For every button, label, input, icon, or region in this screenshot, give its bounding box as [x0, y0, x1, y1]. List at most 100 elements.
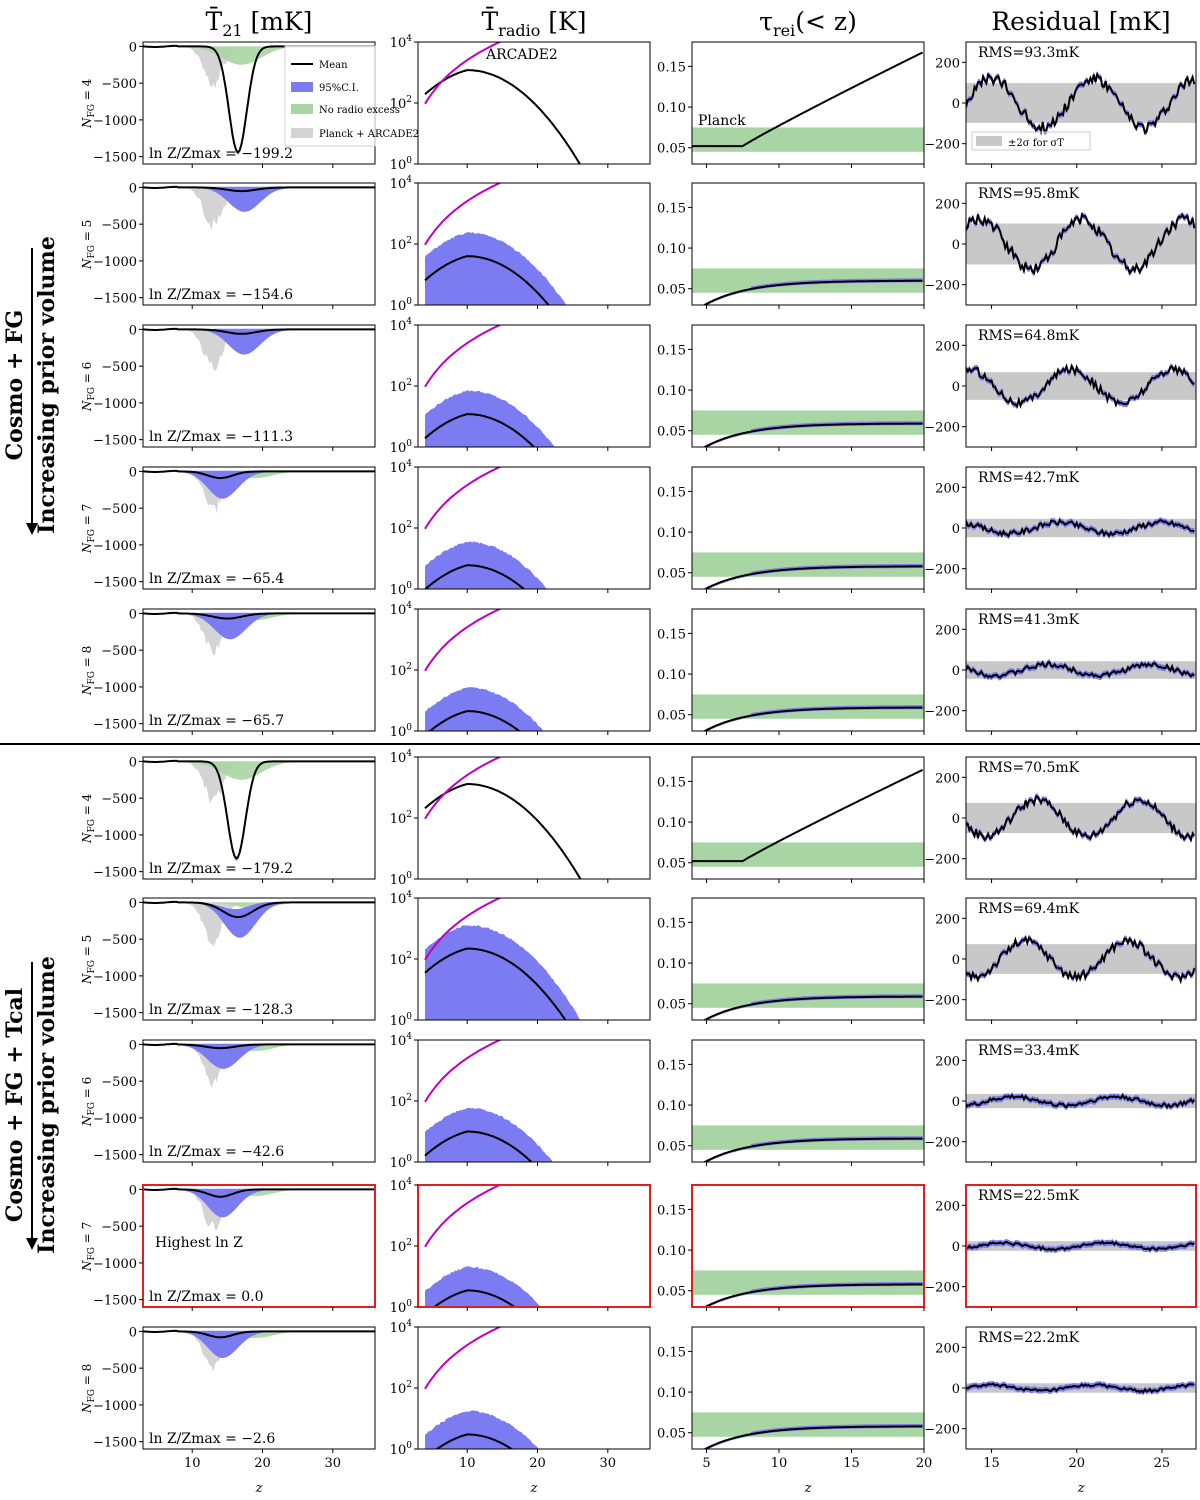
- mean-line: [424, 255, 550, 305]
- y-tick-label: 0.10: [657, 526, 686, 541]
- y-tick-label: 102: [390, 520, 412, 537]
- y-tick-label: −200: [924, 279, 960, 294]
- nfg-N: N: [80, 1260, 94, 1272]
- mean-line: [966, 1093, 1196, 1110]
- lnz-label: ln Z/Zmax = −199.2: [149, 146, 293, 162]
- tick-base: 10: [390, 1156, 407, 1171]
- y-tick-label: 0.10: [657, 1099, 686, 1114]
- nfg-sub: FG: [87, 104, 97, 117]
- mean-line: [143, 1329, 375, 1339]
- y-tick-label: 0.15: [657, 1345, 686, 1360]
- mean-line: [966, 1382, 1195, 1394]
- nfg-sub: FG: [87, 1247, 97, 1260]
- tau-frame: [691, 897, 925, 1021]
- no-radio-region: [143, 761, 375, 780]
- tick-base: 10: [390, 299, 407, 314]
- column-title: T̄21 [mK]: [206, 7, 313, 40]
- mean-line: [966, 1240, 1195, 1252]
- highest-lnz-label: Highest ln Z: [155, 1235, 243, 1251]
- ci-band: [425, 925, 581, 1020]
- tick-exp: 2: [406, 1093, 412, 1103]
- mean-line: [424, 947, 567, 1020]
- mean-line: [424, 564, 526, 589]
- nfg-sub: FG: [87, 819, 97, 832]
- mean-line: [703, 565, 923, 589]
- mean-line: [424, 1130, 533, 1162]
- tradio-panel: [424, 325, 555, 447]
- y-tick-label: 0.15: [657, 627, 686, 642]
- planck-arcade-region: [143, 902, 375, 947]
- mean-line: [424, 783, 582, 879]
- title-main: T̄: [481, 7, 498, 36]
- mean-line: [692, 51, 924, 148]
- y-tick-label: −1500: [93, 1294, 137, 1309]
- y-tick-label: 200: [935, 1054, 960, 1069]
- y-tick-label: −1000: [93, 1257, 137, 1272]
- nfg-N: N: [80, 1402, 94, 1414]
- t21-panel: [143, 1042, 375, 1089]
- tick-base: 10: [390, 158, 407, 173]
- y-tick-label: 100: [390, 1012, 413, 1029]
- tick-exp: 4: [406, 1032, 412, 1042]
- y-tick-label: −1500: [93, 718, 137, 733]
- ci-band: [425, 541, 548, 589]
- tick-exp: 0: [406, 723, 412, 733]
- residual-panel: [966, 1092, 1196, 1111]
- tick-exp: 4: [406, 459, 412, 469]
- arcade2-line: [424, 325, 503, 388]
- y-tick-label: 102: [390, 1093, 412, 1110]
- tradio-panel: [424, 183, 567, 305]
- y-tick-label: 0.15: [657, 201, 686, 216]
- residual-panel: [966, 1380, 1196, 1396]
- lnz-label: ln Z/Zmax = −128.3: [149, 1002, 293, 1018]
- tradio-panel: [424, 42, 582, 164]
- no-radio-region: [143, 1331, 375, 1338]
- tick-exp: 2: [406, 662, 412, 672]
- planck-arcade-region: [143, 187, 375, 231]
- y-tick-label: 0.15: [657, 343, 686, 358]
- planck-arcade-region: [143, 46, 375, 89]
- ci-band: [425, 231, 567, 305]
- tick-base: 10: [390, 177, 407, 192]
- y-tick-label: 0: [129, 465, 137, 480]
- no-radio-region: [143, 46, 375, 65]
- t21-panel: [143, 1187, 375, 1231]
- nfg-label: NFG = 4: [80, 793, 97, 844]
- x-tick-label: 30: [325, 1456, 342, 1471]
- nfg-N: N: [80, 973, 94, 985]
- tau-frame: [691, 756, 925, 880]
- y-tick-label: 0: [129, 1325, 137, 1340]
- sigma-legend: ±2σ for σT: [1008, 138, 1064, 149]
- ci-band: [143, 186, 375, 212]
- tau-panel: [692, 268, 924, 305]
- tick-exp: 0: [406, 1441, 412, 1451]
- tradio-panel: [424, 467, 548, 589]
- x-tick-label: 20: [1068, 1456, 1085, 1471]
- y-tick-label: 0: [952, 97, 960, 112]
- t21-frame: [142, 466, 376, 590]
- t21-panel: [143, 759, 375, 861]
- residual-panel: [966, 517, 1196, 540]
- y-tick-label: 0.15: [657, 1203, 686, 1218]
- y-tick-label: 0: [129, 1038, 137, 1053]
- y-tick-label: 104: [390, 175, 413, 192]
- y-tick-label: −1000: [93, 681, 137, 696]
- y-tick-label: 0: [952, 664, 960, 679]
- y-tick-label: 0: [129, 181, 137, 196]
- title-rest: (< z): [795, 7, 857, 36]
- tradio-panel: [424, 1040, 553, 1162]
- t21-panel: [143, 900, 375, 947]
- y-tick-label: 200: [935, 623, 960, 638]
- x-tick-label: 20: [529, 1456, 546, 1471]
- tau-frame: [691, 1039, 925, 1163]
- rms-label: RMS=93.3mK: [978, 45, 1080, 61]
- tick-base: 10: [390, 1095, 407, 1110]
- t21-panel: [143, 1329, 375, 1372]
- x-tick-label: 10: [459, 1456, 476, 1471]
- nfg-N: N: [80, 1115, 94, 1127]
- tick-exp: 4: [406, 890, 412, 900]
- y-tick-label: 200: [935, 481, 960, 496]
- tick-exp: 0: [406, 439, 412, 449]
- legend-ci-swatch: [291, 82, 313, 92]
- planck-band: [692, 842, 924, 867]
